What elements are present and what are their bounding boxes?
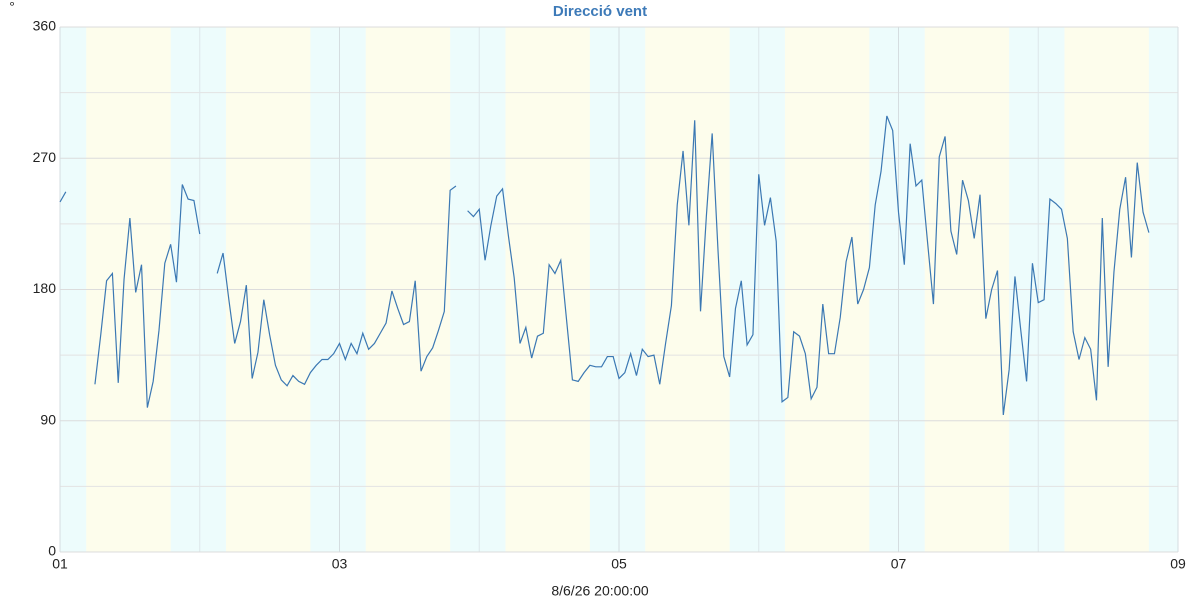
x-label: 8/6/26 20:00:00 [551,583,649,599]
y-tick-label: 90 [40,411,56,427]
y-unit: ° [9,0,15,15]
y-tick-label: 180 [33,280,57,296]
x-tick-label: 03 [332,556,348,572]
x-tick-label: 05 [611,556,627,572]
y-tick-label: 0 [48,543,56,559]
y-tick-label: 270 [33,149,57,165]
x-tick-label: 07 [891,556,907,572]
chart-title: Direcció vent [553,3,647,20]
x-tick-label: 01 [52,556,68,572]
data-line [59,115,1150,415]
y-tick-label: 360 [33,18,57,34]
plot [59,115,1150,415]
x-tick-label: 09 [1170,556,1186,572]
